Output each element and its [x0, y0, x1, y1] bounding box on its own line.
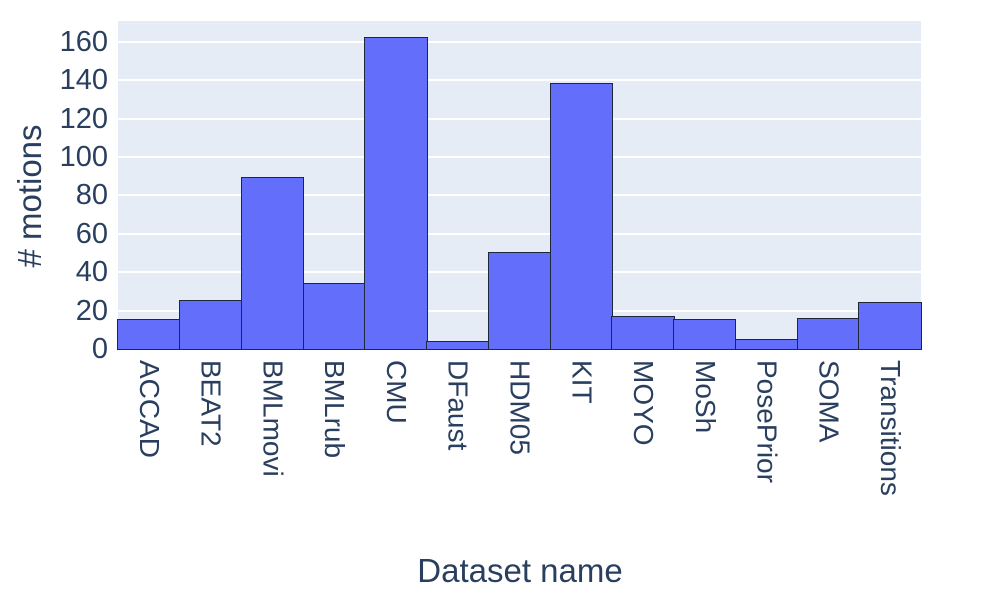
x-tick-label: BMLmovi	[257, 360, 289, 477]
bar-SOMA	[796, 317, 860, 351]
x-tick-label: DFaust	[442, 360, 474, 451]
x-tick-label: MOYO	[628, 360, 660, 446]
y-tick-label: 80	[75, 179, 108, 212]
bar-CMU	[364, 37, 428, 351]
gridline	[118, 155, 921, 158]
gridline	[118, 79, 921, 82]
x-axis-title: Dataset name	[417, 552, 623, 589]
bar-BMLmovi	[240, 177, 305, 351]
x-tick-label: PosePrior	[751, 360, 783, 483]
y-tick-label: 40	[75, 256, 108, 289]
bar-KIT	[549, 83, 613, 351]
gridline	[118, 40, 921, 43]
bar-MoSh	[673, 319, 737, 351]
y-tick-label: 60	[75, 217, 108, 250]
x-tick-label: HDM05	[504, 360, 536, 455]
bar-MOYO	[611, 315, 675, 351]
bar-Transitions	[858, 302, 922, 351]
y-tick-label: 120	[59, 102, 108, 135]
gridline	[118, 232, 921, 235]
bar-ACCAD	[117, 319, 181, 351]
y-tick-label: 160	[59, 25, 108, 58]
y-tick-label: 0	[91, 333, 108, 365]
bar-BMLrub	[302, 282, 366, 351]
gridline	[118, 117, 921, 120]
bar-HDM05	[487, 252, 552, 351]
y-tick-label: 100	[59, 140, 108, 173]
x-tick-label: BMLrub	[319, 360, 351, 459]
x-tick-label: BEAT2	[195, 360, 227, 447]
gridline	[118, 194, 921, 197]
x-tick-label: ACCAD	[133, 360, 165, 459]
bar-BEAT2	[179, 300, 243, 351]
y-tick-label: 20	[75, 294, 108, 327]
bar-DFaust	[426, 340, 490, 351]
x-tick-label: SOMA	[813, 360, 845, 443]
x-tick-label: CMU	[380, 360, 412, 424]
bar-PosePrior	[734, 338, 799, 351]
plot-area	[117, 21, 922, 351]
x-tick-label: Transitions	[875, 360, 907, 496]
y-axis-title: # motions	[11, 124, 48, 268]
y-tick-label: 140	[59, 64, 108, 97]
x-tick-label: MoSh	[689, 360, 721, 434]
x-tick-label: KIT	[566, 360, 598, 404]
